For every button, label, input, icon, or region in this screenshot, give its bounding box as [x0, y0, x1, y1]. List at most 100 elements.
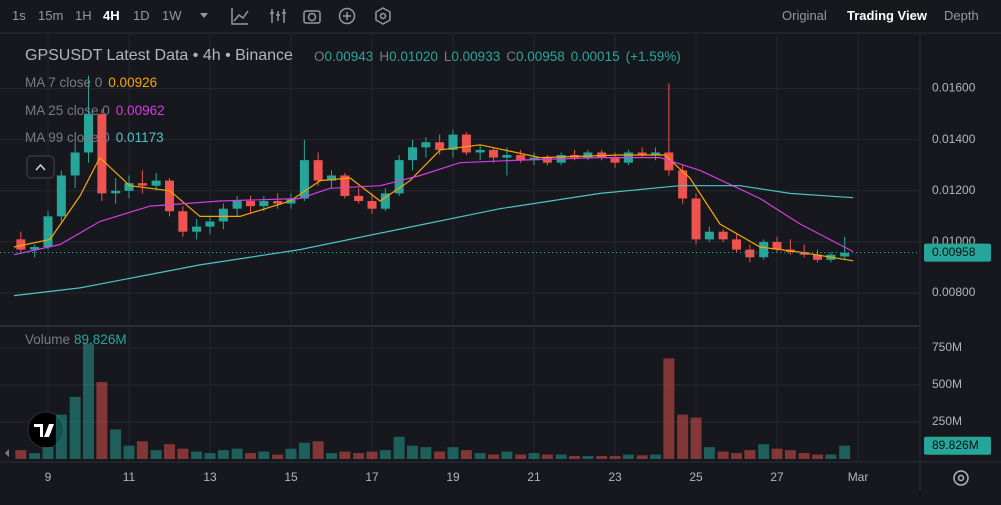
volume-bar	[15, 450, 27, 459]
ma-value: 0.01173	[115, 130, 164, 145]
candle-body	[637, 152, 647, 156]
y-tick-label: 0.01600	[932, 81, 976, 95]
interval-button[interactable]: 1H	[75, 8, 92, 23]
axis-settings-dot	[957, 474, 965, 482]
volume-bar	[744, 450, 756, 459]
volume-bar	[663, 358, 675, 459]
volume-bar	[231, 448, 243, 459]
volume-bar	[677, 414, 689, 459]
volume-bar	[339, 451, 351, 459]
volume-bar	[528, 453, 540, 459]
candle-body	[340, 175, 350, 196]
ma-name: MA 25 close 0	[25, 102, 110, 118]
candle-body	[583, 152, 593, 158]
candle-body	[218, 208, 228, 222]
change: 0.00015	[570, 49, 620, 64]
volume-bar	[285, 448, 297, 459]
candle-body	[475, 149, 485, 153]
ohlc-key: O	[314, 49, 325, 64]
candle-body	[151, 180, 161, 186]
volume-bar	[177, 448, 189, 459]
candle-body	[502, 155, 512, 158]
view-tab[interactable]: Original	[782, 8, 827, 23]
volume-bar	[771, 448, 783, 459]
view-tab[interactable]: Trading View	[847, 8, 927, 23]
volume-bar	[245, 453, 257, 459]
volume-bar	[501, 451, 513, 459]
volume-bar	[636, 455, 648, 459]
volume-bar	[582, 456, 594, 459]
ma-line	[13, 144, 854, 262]
change-percent: (+1.59%)	[625, 49, 681, 64]
volume-bar	[110, 429, 122, 459]
axis-settings-icon[interactable]	[953, 470, 969, 486]
volume-bar	[609, 456, 621, 459]
chart-title: GPSUSDT Latest Data • 4h • Binance	[25, 47, 293, 64]
interval-dropdown[interactable]	[200, 13, 208, 18]
volume-label: Volume	[25, 332, 71, 347]
candle-body	[718, 231, 728, 240]
candle-body	[840, 252, 850, 257]
volume-bar	[474, 453, 486, 459]
volume-bar	[55, 414, 67, 459]
candle-body	[313, 160, 323, 181]
candle-body	[56, 175, 66, 217]
settings-dot	[379, 12, 387, 20]
interval-button[interactable]: 1W	[162, 8, 182, 23]
y-tick-label: 0.01200	[932, 183, 976, 197]
interval-button[interactable]: 1s	[12, 8, 26, 23]
candle-body	[529, 157, 539, 161]
ohlc-value: 0.01020	[389, 49, 438, 64]
ma-legend: MA 7 close 0 0.00926	[25, 75, 157, 90]
volume-bar	[379, 450, 391, 459]
candle-body	[772, 241, 782, 250]
interval-button[interactable]: 4H	[103, 8, 120, 23]
candle-body	[421, 142, 431, 148]
ma-value: 0.00926	[108, 75, 158, 90]
ohlc-value: 0.00943	[324, 49, 374, 64]
volume-bar	[393, 436, 405, 459]
candle-body	[745, 249, 755, 258]
ma-line	[13, 157, 854, 256]
tv-logo-mark	[34, 424, 54, 437]
scroll-left[interactable]	[5, 449, 9, 457]
candle-body	[516, 155, 526, 161]
volume-bar	[258, 451, 270, 459]
collapse-legend-button[interactable]	[26, 155, 55, 179]
candle-body	[246, 201, 256, 207]
volume-legend: Volume 89.826M	[25, 332, 127, 347]
volume-bar	[488, 454, 500, 459]
ma-name: MA 7 close 0	[25, 75, 103, 90]
interval-button[interactable]: 15m	[38, 8, 64, 23]
ma-legend: MA 25 close 0 0.00962	[25, 103, 165, 118]
candle-body	[448, 134, 458, 150]
ohlc-value: 0.00958	[515, 49, 565, 64]
candle-body	[380, 193, 390, 209]
interval-button[interactable]: 1D	[133, 8, 150, 23]
add-icon[interactable]	[338, 7, 356, 25]
candle-body	[97, 114, 107, 194]
ohlc-key: L	[443, 49, 452, 64]
candle-body	[178, 211, 188, 232]
candle-body	[367, 201, 377, 209]
ma-legend: MA 99 close 0 0.01173	[25, 130, 164, 145]
chart-type-icon[interactable]	[270, 9, 286, 23]
candle-body	[691, 198, 701, 240]
snapshot-icon[interactable]	[303, 10, 321, 24]
candle-body	[732, 239, 742, 250]
candle-body	[165, 180, 175, 212]
candle-body	[813, 254, 823, 260]
ohlc-legend: O0.00943 H0.01020 L0.00933 C0.00958 0.00015 (…	[314, 49, 687, 64]
indicators-icon[interactable]	[231, 8, 249, 25]
volume-bar	[82, 343, 94, 459]
candle-body	[124, 183, 134, 191]
candle-body	[542, 157, 552, 163]
candle-body	[259, 201, 269, 207]
grid	[0, 34, 920, 462]
candle-body	[273, 201, 283, 204]
settings-icon[interactable]	[375, 7, 391, 25]
volume-bar	[217, 450, 229, 459]
view-tab[interactable]: Depth	[944, 8, 979, 23]
volume-bar	[784, 450, 796, 459]
